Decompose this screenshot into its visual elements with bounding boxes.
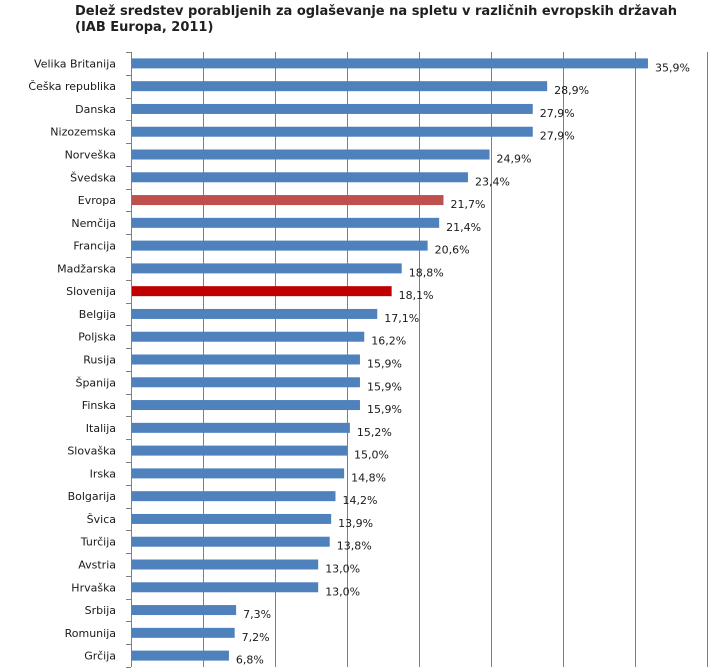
category-label: Srbija <box>85 604 116 617</box>
bar <box>131 103 533 114</box>
bar <box>131 559 319 570</box>
value-label: 18,8% <box>409 266 444 279</box>
value-label: 16,2% <box>371 335 406 348</box>
bar <box>131 195 444 206</box>
category-axis <box>126 52 132 668</box>
value-label: 15,0% <box>354 449 389 462</box>
value-label: 7,3% <box>243 608 271 621</box>
value-label: 35,9% <box>655 61 690 74</box>
value-label: 21,4% <box>446 221 481 234</box>
value-label: 23,4% <box>475 175 510 188</box>
bar <box>131 172 468 183</box>
chart-title: Delež sredstev porabljenih za oglaševanj… <box>75 4 677 19</box>
category-label: Češka republika <box>28 80 116 93</box>
bar <box>131 627 235 638</box>
category-label: Nemčija <box>71 217 116 230</box>
value-labels: 35,9% 28,9% 27,9% 27,9% 24,9% 23,4% 21,7% 21,4%… <box>236 61 690 666</box>
value-label: 13,8% <box>337 540 372 553</box>
bars <box>131 58 648 661</box>
category-label: Slovaška <box>67 445 116 458</box>
chart-subtitle: (IAB Europa, 2011) <box>75 20 214 35</box>
bar <box>131 126 533 137</box>
bar <box>131 149 490 160</box>
bar <box>131 491 336 502</box>
value-label: 27,9% <box>540 130 575 143</box>
bar <box>131 81 548 92</box>
value-label: 15,9% <box>367 358 402 371</box>
bar <box>131 308 378 319</box>
category-label: Poljska <box>78 331 116 344</box>
category-label: Finska <box>82 399 116 412</box>
chart-title-block: Delež sredstev porabljenih za oglaševanj… <box>75 4 677 36</box>
bar <box>131 354 360 365</box>
bar <box>131 400 360 411</box>
category-label: Francija <box>73 240 116 253</box>
category-label: Belgija <box>79 308 116 321</box>
bar <box>131 605 237 616</box>
value-label: 27,9% <box>540 107 575 120</box>
category-label: Švica <box>87 513 116 526</box>
bar <box>131 331 365 342</box>
category-label: Evropa <box>78 194 116 207</box>
value-label: 6,8% <box>236 654 264 667</box>
category-label: Avstria <box>78 559 116 572</box>
value-label: 15,2% <box>357 426 392 439</box>
value-label: 20,6% <box>435 244 470 257</box>
bar <box>131 536 330 547</box>
value-label: 15,9% <box>367 380 402 393</box>
category-label: Norveška <box>65 149 116 162</box>
category-label: Turčija <box>80 536 116 549</box>
category-label: Danska <box>75 103 116 116</box>
bar <box>131 377 360 388</box>
bar <box>131 422 350 433</box>
value-label: 14,2% <box>342 494 377 507</box>
bar <box>131 468 345 479</box>
category-label: Slovenija <box>66 285 116 298</box>
value-label: 13,0% <box>325 563 360 576</box>
category-label: Italija <box>86 422 116 435</box>
category-label: Bolgarija <box>68 490 116 503</box>
category-label: Švedska <box>70 171 116 184</box>
value-label: 13,0% <box>325 585 360 598</box>
value-label: 15,9% <box>367 403 402 416</box>
category-label: Španija <box>75 376 116 389</box>
value-label: 18,1% <box>399 289 434 302</box>
value-label: 24,9% <box>497 153 532 166</box>
bar <box>131 217 440 228</box>
category-label: Rusija <box>83 354 116 367</box>
bar <box>131 513 332 524</box>
bar <box>131 286 392 297</box>
value-label: 21,7% <box>450 198 485 211</box>
category-label: Irska <box>90 467 116 480</box>
value-label: 13,9% <box>338 517 373 530</box>
category-label: Nizozemska <box>50 126 116 139</box>
bar <box>131 240 428 251</box>
bar <box>131 58 648 69</box>
category-label: Hrvaška <box>71 581 116 594</box>
category-label: Grčija <box>84 650 116 663</box>
bar <box>131 650 229 661</box>
value-label: 7,2% <box>242 631 270 644</box>
bar <box>131 263 402 274</box>
category-label: Velika Britanija <box>34 57 116 70</box>
bar <box>131 582 319 593</box>
value-label: 28,9% <box>554 84 589 97</box>
value-label: 14,8% <box>351 471 386 484</box>
bar <box>131 445 347 456</box>
category-label: Romunija <box>65 627 116 640</box>
category-label: Madžarska <box>57 262 116 275</box>
value-label: 17,1% <box>384 312 419 325</box>
category-labels: Velika Britanija Češka republika Danska Niz… <box>28 57 116 662</box>
